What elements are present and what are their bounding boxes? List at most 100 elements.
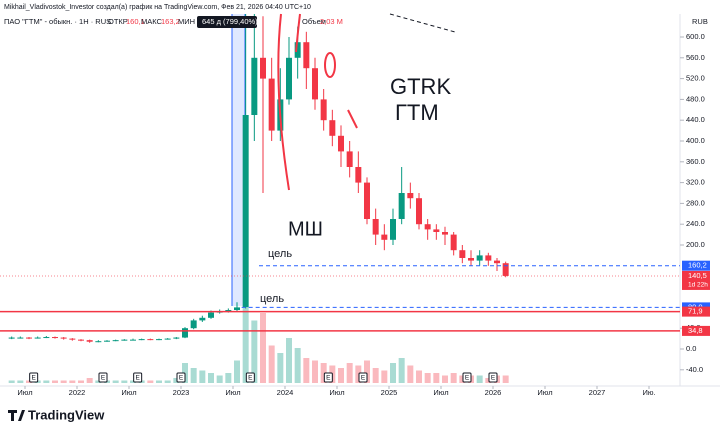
event-marker[interactable] — [176, 372, 186, 383]
x-tick-label: Июл — [121, 388, 136, 397]
volume-bar — [95, 380, 102, 383]
logo — [8, 410, 25, 421]
candle-body — [346, 151, 353, 167]
candle-body — [130, 339, 136, 341]
volume-bar — [433, 373, 440, 383]
event-label: E — [31, 375, 36, 382]
candle-body — [95, 341, 102, 343]
volume-bar — [164, 380, 171, 383]
volume-bar — [485, 378, 492, 383]
volume-bar — [312, 360, 318, 383]
candle-body — [190, 320, 197, 329]
volume-bar — [208, 373, 214, 383]
volume-bar — [338, 368, 344, 383]
volume-bar — [459, 375, 466, 383]
volume-bar — [372, 368, 379, 383]
y-tick-label: 400.0 — [686, 136, 705, 145]
event-marker[interactable] — [488, 372, 498, 383]
y-tick-label: 520.0 — [686, 74, 705, 83]
volume-bar — [216, 375, 223, 383]
event-label: E — [101, 375, 106, 382]
event-marker[interactable] — [133, 372, 143, 383]
x-tick-label: Июл — [537, 388, 552, 397]
y-tick-label: -40.0 — [686, 365, 703, 374]
candle-body — [8, 337, 15, 339]
candle-body — [390, 219, 396, 240]
candle-body — [268, 78, 275, 131]
x-tick-label: Июл — [225, 388, 240, 397]
event-marker[interactable] — [323, 372, 333, 383]
event-label: E — [465, 375, 470, 382]
event-marker[interactable] — [245, 372, 255, 383]
volume-bar — [398, 358, 405, 383]
candle-body — [372, 219, 379, 235]
candle-body — [251, 57, 258, 115]
candle-body — [459, 250, 466, 258]
candle-body — [60, 337, 67, 339]
candle-body — [329, 120, 336, 136]
volume-bar — [355, 365, 362, 383]
symbol: ПАО "ГТМ" - обыкн. · 1Н · RUS — [4, 17, 111, 26]
volume-bar — [199, 370, 206, 383]
y-tick-label: 440.0 — [686, 115, 705, 124]
event-marker[interactable] — [98, 372, 108, 383]
annotation: цель — [260, 293, 284, 305]
volume-bar — [130, 380, 136, 383]
volume-bar — [303, 358, 310, 383]
candle-body — [69, 338, 76, 340]
y-tick-label: 560.0 — [686, 53, 705, 62]
y-tick-label: 200.0 — [686, 240, 705, 249]
event-label: E — [361, 375, 366, 382]
candle-body — [381, 234, 388, 240]
currency: RUB — [692, 17, 708, 26]
price-label-bg — [682, 270, 710, 290]
x-tick-label: 2025 — [381, 388, 398, 397]
volume-bar — [86, 378, 93, 383]
candle-body — [303, 42, 310, 69]
event-label: E — [135, 375, 140, 382]
x-tick-label: 2024 — [277, 388, 294, 397]
volume-bar — [78, 380, 84, 383]
volume-bar — [147, 380, 154, 383]
annotation: МШ — [288, 218, 323, 240]
candle-body — [424, 224, 431, 230]
volume-bar — [286, 338, 292, 383]
price-label: 34,8 — [688, 326, 703, 335]
candle-body — [86, 340, 93, 342]
candle-body — [407, 193, 414, 199]
event-marker[interactable] — [29, 372, 39, 383]
drawing-stroke — [347, 109, 358, 129]
candle-body — [502, 263, 509, 276]
y-tick-label: 480.0 — [686, 94, 705, 103]
candle-body — [234, 307, 240, 310]
candle-body — [468, 258, 474, 261]
annotation: ГТМ — [395, 100, 439, 125]
candle-body — [494, 260, 500, 264]
candle-body — [476, 255, 483, 261]
event-marker[interactable] — [358, 372, 368, 383]
drawing-ellipse — [324, 52, 336, 78]
candle-body — [294, 42, 301, 58]
candle-body — [398, 193, 405, 219]
candle-body — [121, 339, 128, 341]
volume-bar — [407, 365, 414, 383]
volume-bar — [225, 373, 232, 383]
volume-bar — [390, 363, 396, 383]
volume-bar — [416, 370, 422, 383]
x-tick-label: Июл — [17, 388, 32, 397]
date-range-highlight — [232, 14, 245, 306]
price-label-bg — [682, 325, 710, 336]
candle-body — [112, 340, 119, 342]
candle-body — [485, 255, 492, 261]
volume-bar — [381, 370, 388, 383]
volume-bar — [43, 380, 50, 383]
x-tick-label: 2022 — [69, 388, 86, 397]
event-label: E — [179, 375, 184, 382]
y-tick-label: 600.0 — [686, 32, 705, 41]
footer: TradingView — [8, 407, 105, 422]
candle-body — [173, 337, 180, 339]
event-marker[interactable] — [462, 372, 472, 383]
volume-bar — [320, 363, 327, 383]
candle-body — [338, 135, 344, 152]
